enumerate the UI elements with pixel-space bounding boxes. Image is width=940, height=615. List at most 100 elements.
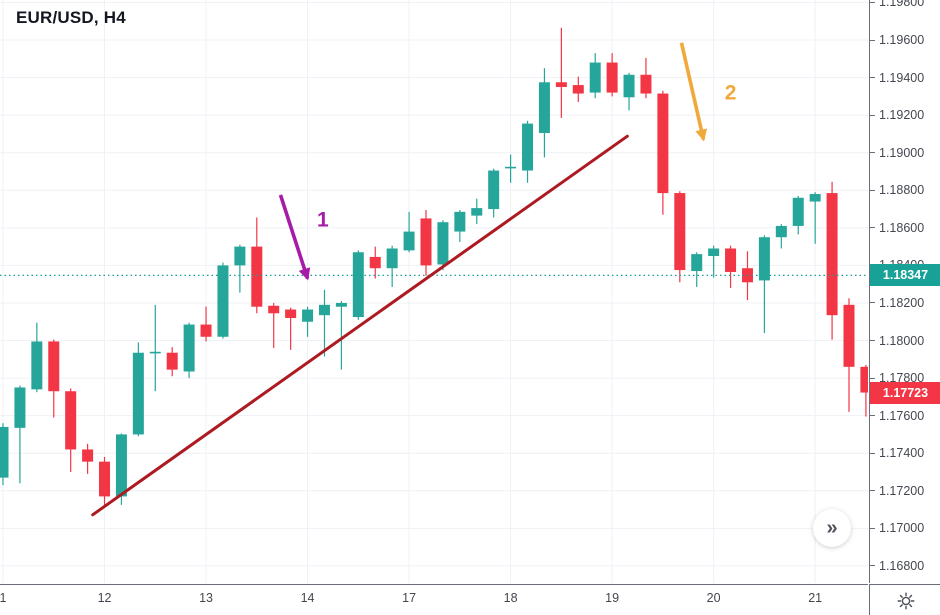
axis-tick	[870, 189, 875, 191]
candle	[318, 289, 330, 357]
candle	[538, 68, 550, 158]
double-chevron-right-icon: »	[826, 516, 838, 539]
candle	[268, 302, 280, 349]
price-axis-label: 1.17200	[870, 483, 940, 499]
candle	[657, 90, 669, 215]
last-price-value: 1.17723	[882, 385, 929, 400]
candle	[234, 244, 246, 293]
axis-tick	[870, 490, 875, 492]
axis-tick	[870, 114, 875, 116]
candle	[826, 181, 838, 340]
axis-tick	[870, 527, 875, 529]
candle	[725, 245, 737, 288]
candle	[217, 262, 229, 339]
grid-lines	[0, 0, 868, 583]
price-axis-label: 1.19400	[870, 70, 940, 86]
axis-tick	[870, 565, 875, 567]
candle	[65, 388, 77, 472]
candle	[522, 120, 534, 183]
candle	[758, 235, 770, 334]
candle	[691, 252, 703, 287]
time-axis-label: 1	[0, 591, 7, 605]
candle	[386, 245, 398, 287]
time-axis-label: 18	[503, 591, 518, 605]
candle	[48, 339, 60, 418]
candle	[302, 306, 314, 337]
candle	[860, 364, 868, 417]
candle	[589, 53, 601, 99]
price-axis-label: 1.19200	[870, 107, 940, 123]
candles	[0, 27, 868, 507]
price-axis-label: 1.19800	[870, 0, 940, 10]
candle	[843, 298, 855, 412]
candle	[251, 217, 263, 314]
price-axis-label: 1.18800	[870, 182, 940, 198]
axis-tick	[870, 39, 875, 41]
annotation-label: 1	[317, 208, 329, 231]
candle	[403, 211, 415, 253]
annotation-label: 2	[725, 82, 737, 105]
axis-tick	[870, 302, 875, 304]
candle	[99, 456, 111, 507]
candlestick-chart: 12	[0, 0, 868, 583]
candle	[674, 191, 686, 283]
candle	[352, 250, 364, 320]
price-axis-label: 1.17600	[870, 408, 940, 424]
price-axis-label: 1.18200	[870, 295, 940, 311]
candle	[454, 209, 466, 242]
price-axis-label: 1.19600	[870, 32, 940, 48]
candle	[572, 76, 584, 102]
candle	[708, 245, 720, 278]
candle	[149, 304, 161, 392]
candle	[623, 72, 635, 111]
axis-tick	[870, 340, 875, 342]
axis-settings-button[interactable]	[869, 584, 940, 615]
candle	[200, 306, 212, 342]
price-axis-label: 1.19000	[870, 145, 940, 161]
candle	[437, 220, 449, 271]
time-axis[interactable]: 1 12 13 14 17 18 19 20 21	[0, 584, 868, 615]
candle	[809, 192, 821, 244]
price-axis-label: 1.16800	[870, 558, 940, 574]
axis-tick	[870, 1, 875, 3]
candle	[555, 27, 567, 118]
axis-tick	[870, 415, 875, 417]
candle	[31, 322, 43, 393]
candle	[369, 246, 381, 279]
current-price-label: 1.18347	[870, 264, 940, 287]
price-axis-label: 1.17400	[870, 445, 940, 461]
axis-tick	[870, 152, 875, 154]
axis-tick	[870, 77, 875, 79]
candle	[488, 168, 500, 218]
candle	[640, 57, 652, 99]
time-axis-label: 20	[706, 591, 721, 605]
annotation-arrow-1[interactable]: 1	[278, 194, 329, 281]
time-axis-label: 12	[97, 591, 112, 605]
candle	[606, 53, 618, 97]
price-axis-label: 1.17000	[870, 520, 940, 536]
candle	[183, 322, 195, 379]
current-price-value: 1.18347	[882, 268, 929, 283]
candle	[775, 224, 787, 249]
price-axis[interactable]: 1.18347 1.17723 1.19800 1.19600 1.19400 1.1…	[869, 0, 940, 583]
last-price-label: 1.17723	[870, 381, 940, 404]
gear-icon	[897, 592, 914, 609]
candle	[132, 342, 144, 437]
time-axis-label: 17	[402, 591, 417, 605]
candle	[792, 195, 804, 235]
time-axis-label: 13	[199, 591, 213, 605]
candle	[420, 209, 432, 276]
annotation-arrow-2[interactable]: 2	[679, 42, 737, 142]
axis-tick	[870, 227, 875, 229]
trend-line-drawing[interactable]	[91, 134, 629, 517]
collapse-panel-button[interactable]: »	[813, 509, 851, 547]
time-axis-label: 21	[808, 591, 823, 605]
price-axis-label: 1.18000	[870, 333, 940, 349]
candle	[14, 385, 26, 484]
price-axis-label: 1.18600	[870, 220, 940, 236]
candle	[166, 347, 178, 377]
symbol-title[interactable]: EUR/USD, H4	[16, 8, 126, 27]
axis-tick	[870, 377, 875, 379]
